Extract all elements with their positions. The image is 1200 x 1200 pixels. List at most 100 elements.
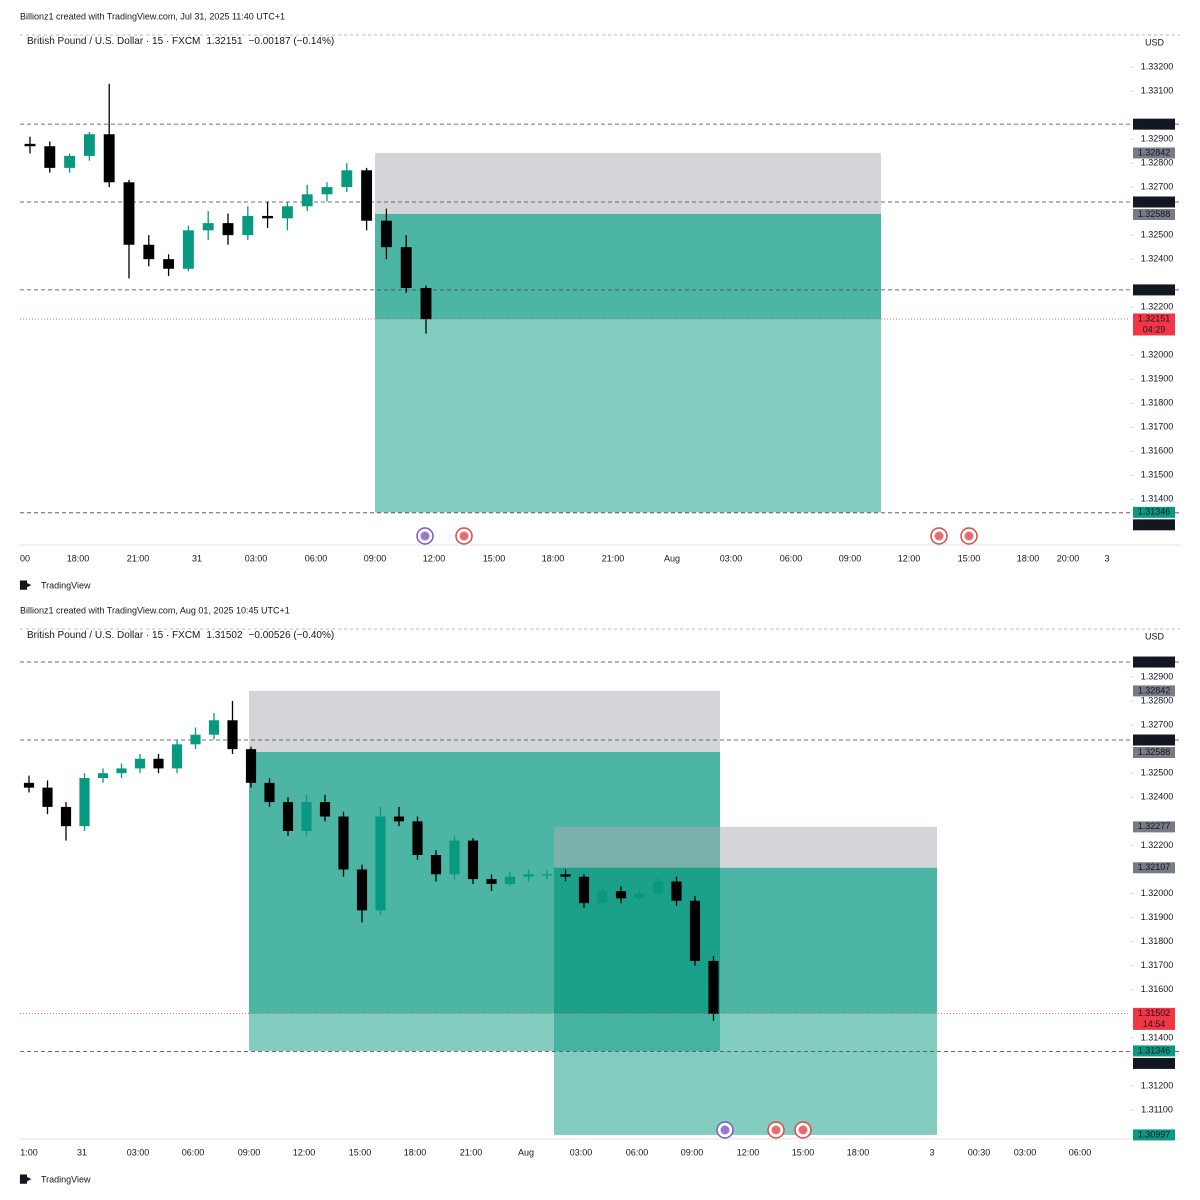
price-badge-label: 1.30997: [1138, 1129, 1171, 1139]
candle-body: [60, 806, 72, 827]
x-tick-label: 18:00: [67, 553, 90, 563]
x-tick-label: 06:00: [182, 1147, 205, 1157]
stop-zone: [375, 152, 881, 214]
candle-body: [97, 773, 109, 779]
y-tick-label: 1.31400: [1141, 494, 1174, 504]
price-badge-label: 1.32962: [1138, 656, 1171, 666]
x-tick-label: 21:00: [602, 553, 625, 563]
y-tick-label: 1.32800: [1141, 157, 1174, 167]
candle-body: [116, 768, 127, 774]
x-tick-label: Aug: [664, 553, 680, 563]
candle-body: [560, 874, 571, 877]
x-tick-label: 1:00: [20, 1147, 38, 1157]
x-tick-label: 31: [77, 1147, 87, 1157]
candle-body: [486, 879, 497, 884]
x-tick-label: 12:00: [293, 1147, 316, 1157]
y-tick-label: 1.32700: [1141, 181, 1174, 191]
candle-body: [634, 893, 645, 899]
y-tick-label: 1.31600: [1141, 984, 1174, 994]
x-tick-label: 21:00: [127, 553, 150, 563]
price-badge-label: 1.32638: [1138, 196, 1171, 206]
candle-body: [319, 802, 331, 817]
y-tick-label: 1.31800: [1141, 398, 1174, 408]
candle-body: [523, 874, 534, 877]
y-tick-label: 1.32700: [1141, 719, 1174, 729]
candle-body: [282, 802, 294, 831]
y-tick-label: 1.32000: [1141, 350, 1174, 360]
price-badge: [1133, 734, 1175, 746]
y-tick-label: 1.32400: [1141, 254, 1174, 264]
symbol-title: British Pound / U.S. Dollar · 15 · FXCM 1…: [27, 630, 334, 641]
price-badge-label: 1.32588: [1138, 747, 1171, 757]
x-tick-label: 06:00: [626, 1147, 649, 1157]
target-zone: [554, 867, 937, 1135]
candle-body: [171, 744, 183, 769]
x-tick-label: 21:00: [460, 1147, 483, 1157]
branding: TradingView: [41, 1174, 91, 1184]
price-badge: [1133, 1129, 1175, 1141]
candle-body: [504, 876, 516, 884]
y-tick-label: 1.31800: [1141, 936, 1174, 946]
caption: Billionz1 created with TradingView.com, …: [20, 11, 285, 21]
y-tick-label: 1.31600: [1141, 446, 1174, 456]
y-tick-label: 1.32800: [1141, 695, 1174, 705]
event-icon-dot: [459, 531, 469, 541]
x-tick-label: 03:00: [245, 553, 268, 563]
event-icon-dot: [720, 1125, 730, 1135]
candle-body: [412, 821, 423, 856]
price-badge-label: 1.32842: [1138, 685, 1171, 695]
stop-zone: [554, 826, 937, 868]
x-tick-label: 03:00: [570, 1147, 593, 1157]
filled-zone: [554, 867, 937, 1014]
x-tick-label: 18:00: [1017, 553, 1040, 563]
y-tick-label: 1.31700: [1141, 960, 1174, 970]
candle-body: [262, 215, 274, 219]
candle-body: [134, 758, 146, 769]
candle-body: [615, 891, 627, 899]
y-tick-label: 1.31900: [1141, 912, 1174, 922]
y-tick-label: 1.32000: [1141, 888, 1174, 898]
price-badge-label: 1.32107: [1138, 862, 1171, 872]
target-zone: [375, 213, 881, 513]
candle-body: [541, 874, 553, 876]
candle-body: [689, 900, 701, 961]
x-tick-label: 15:00: [349, 1147, 372, 1157]
x-tick-label: 12:00: [898, 553, 921, 563]
candle-body: [153, 758, 164, 769]
x-tick-label: 12:00: [423, 553, 446, 563]
candle-body: [182, 230, 194, 269]
y-tick-label: 1.31400: [1141, 1032, 1174, 1042]
event-icon-dot: [934, 531, 944, 541]
x-tick-label: 09:00: [364, 553, 387, 563]
x-tick-label: 15:00: [483, 553, 506, 563]
x-tick-label: 3: [929, 1147, 934, 1157]
x-tick-label: 3: [1104, 553, 1109, 563]
last-price: 1.32151: [206, 36, 243, 47]
x-tick-label: 09:00: [681, 1147, 704, 1157]
price-badge-label: 1.31502: [1138, 1008, 1171, 1018]
event-icon-dot: [420, 531, 430, 541]
price-badge-label: 1.31346: [1138, 507, 1171, 517]
chart-panel: Billionz1 created with TradingView.com, …: [19, 11, 1180, 590]
candle-body: [321, 187, 333, 195]
price-badge: [1133, 118, 1175, 130]
y-tick-label: 1.32500: [1141, 230, 1174, 240]
price-badge-label: 1.31346: [1138, 1045, 1171, 1055]
candle-body: [597, 891, 608, 904]
candle-body: [341, 170, 353, 188]
chart-panel: Billionz1 created with TradingView.com, …: [19, 605, 1180, 1184]
candle-body: [393, 816, 405, 822]
y-tick-label: 1.32200: [1141, 840, 1174, 850]
x-tick-label: 09:00: [238, 1147, 261, 1157]
x-tick-label: 18:00: [542, 553, 565, 563]
price-badge-label: 1.32842: [1138, 147, 1171, 157]
price-badge-label: 1.32151: [1138, 313, 1171, 323]
candle-body: [44, 146, 56, 168]
price-badge: [1133, 1007, 1175, 1030]
y-tick-label: 1.32400: [1141, 792, 1174, 802]
candle-body: [23, 782, 35, 788]
countdown: 14:54: [1143, 1019, 1166, 1029]
caption: Billionz1 created with TradingView.com, …: [20, 605, 290, 615]
countdown: 04:29: [1143, 324, 1166, 334]
